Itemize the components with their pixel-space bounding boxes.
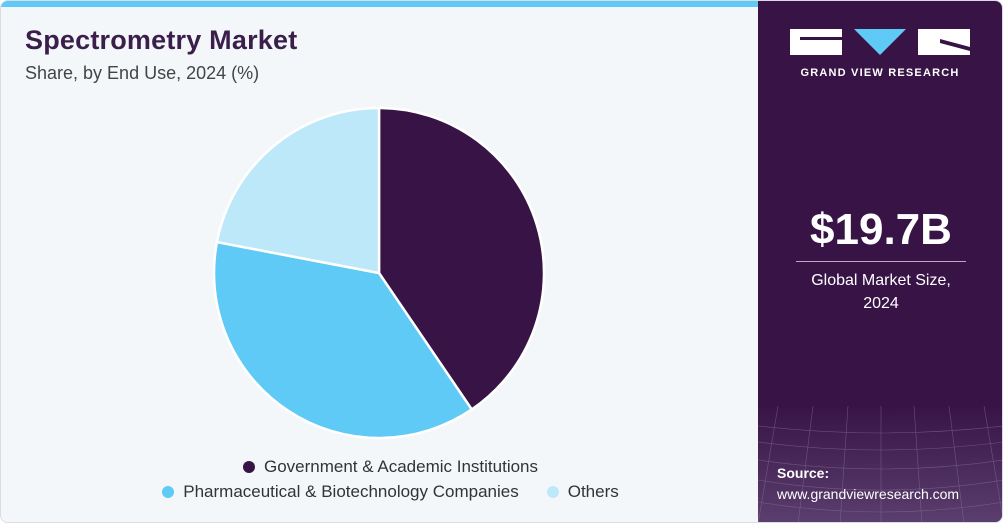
- legend-swatch-others: [546, 486, 559, 498]
- brand-name: GRAND VIEW RESEARCH: [800, 67, 960, 79]
- pie-chart: [212, 106, 546, 440]
- legend-row-1: Government & Academic Institutions: [1, 457, 758, 477]
- market-size-value: $19.7B: [810, 205, 952, 254]
- source-label: Source:: [777, 465, 830, 481]
- legend-label-pharma: Pharmaceutical & Biotechnology Companies: [183, 482, 519, 501]
- legend-item-pharma: Pharmaceutical & Biotechnology Companies: [162, 482, 519, 502]
- legend-item-government: Government & Academic Institutions: [242, 457, 539, 477]
- pie-slice-others: [215, 106, 381, 275]
- accent-bar: [1, 1, 758, 7]
- grid-decoration: [758, 406, 1002, 522]
- source-note: Source: www.grandviewresearch.com: [777, 463, 959, 505]
- legend-swatch-government: [242, 461, 255, 473]
- page-subtitle: Share, by End Use, 2024 (%): [25, 63, 260, 83]
- page-title: Spectrometry Market: [25, 25, 298, 55]
- logo-mark-icon: [790, 29, 970, 55]
- info-sidebar: GRAND VIEW RESEARCH $19.7B Global Market…: [758, 1, 1002, 522]
- legend-label-government: Government & Academic Institutions: [263, 457, 539, 476]
- legend-item-others: Others: [546, 482, 619, 502]
- pie-slice-government: [377, 106, 546, 411]
- pie-slice-pharma: [212, 240, 473, 440]
- market-size-label-line1: Global Market Size,: [811, 272, 951, 289]
- source-url: www.grandviewresearch.com: [777, 486, 960, 502]
- legend-row-2: Pharmaceutical & Biotechnology Companies…: [1, 482, 758, 502]
- market-size-label: Global Market Size, 2024: [758, 269, 1002, 315]
- market-size-label-line2: 2024: [863, 295, 899, 312]
- legend-swatch-pharma: [162, 486, 175, 498]
- brand-logo: GRAND VIEW RESEARCH: [790, 27, 970, 79]
- divider: [796, 261, 966, 262]
- legend-label-others: Others: [567, 482, 619, 501]
